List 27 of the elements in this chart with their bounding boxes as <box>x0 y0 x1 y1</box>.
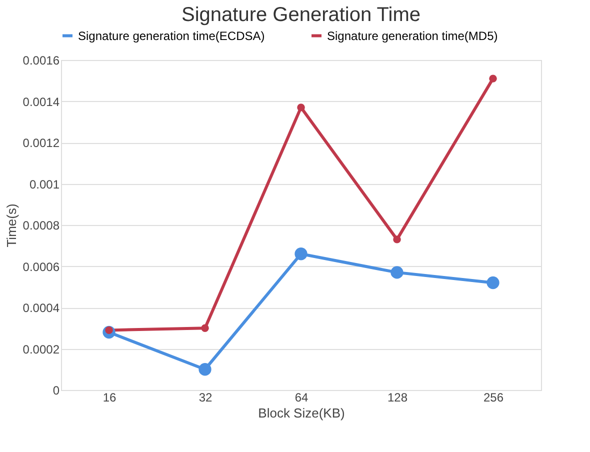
point <box>393 236 401 244</box>
y-tick-label: 0.0016 <box>22 54 60 68</box>
x-tick-label: 64 <box>294 390 308 404</box>
y-tick-label: 0.0006 <box>22 260 60 274</box>
y-tick-label: 0.0012 <box>22 136 60 150</box>
point <box>297 104 305 112</box>
y-tick-label: 0.0002 <box>22 342 60 356</box>
point <box>390 266 404 279</box>
legend-label: Signature generation time(ECDSA) <box>78 28 265 43</box>
y-axis-title: Time(s) <box>4 204 19 248</box>
y-tick-label: 0.0004 <box>22 301 60 315</box>
y-tick-label: 0.001 <box>29 177 60 192</box>
point <box>489 74 497 82</box>
x-tick-label: 256 <box>483 390 504 404</box>
chart-title: Signature Generation Time <box>181 4 421 26</box>
y-tick-label: 0.0008 <box>22 218 60 232</box>
point <box>198 363 212 376</box>
y-tick-label: 0 <box>52 384 60 398</box>
x-tick-label: 16 <box>102 390 116 404</box>
point <box>294 248 308 260</box>
legend-label: Signature generation time(MD5) <box>327 28 498 43</box>
point <box>201 324 209 332</box>
x-tick-label: 128 <box>387 390 408 404</box>
y-tick-label: 0.0014 <box>22 94 60 109</box>
x-axis-title: Block Size(KB) <box>258 406 345 420</box>
point <box>486 276 500 290</box>
x-tick-label: 32 <box>198 390 212 404</box>
